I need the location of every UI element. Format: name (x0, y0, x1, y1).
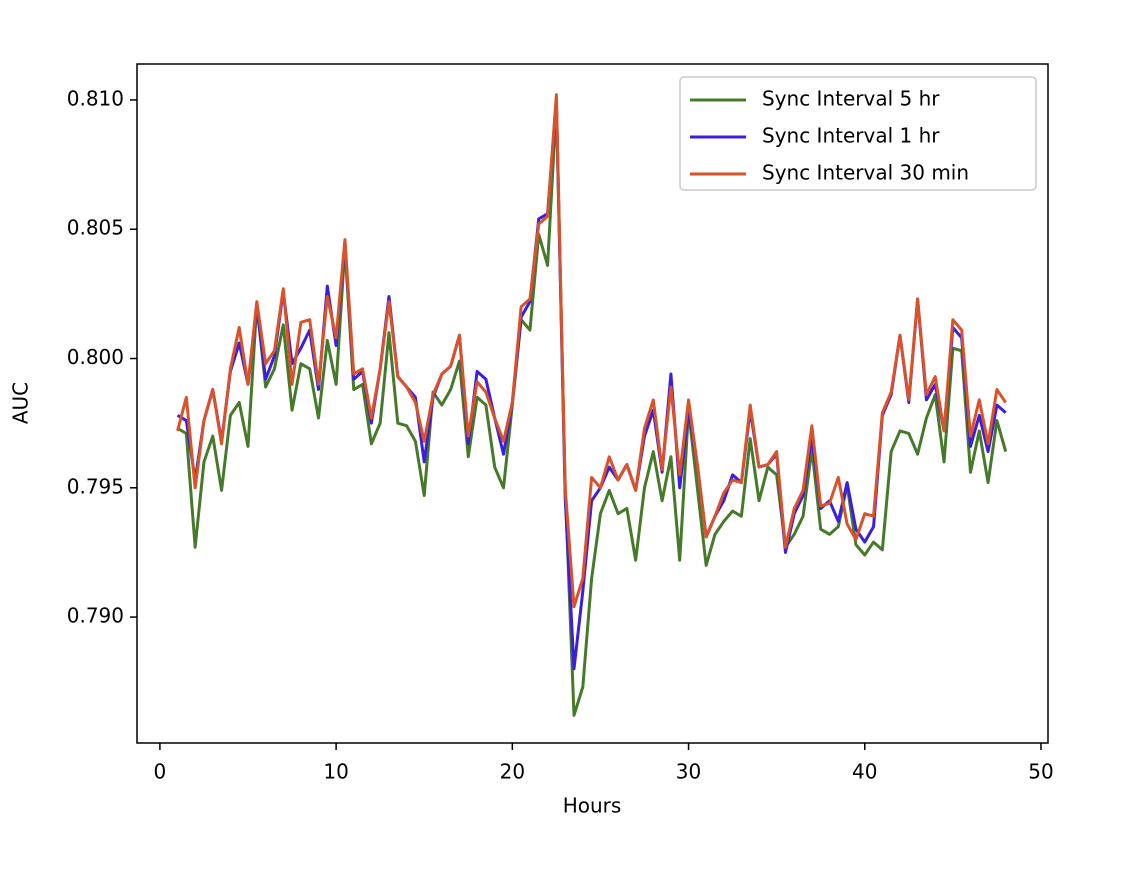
plot-frame (136, 63, 1049, 744)
series-line (176, 93, 1007, 609)
x-tick-label: 20 (500, 760, 525, 784)
x-axis-label: Hours (563, 794, 622, 818)
y-tick-label: 0.800 (67, 345, 124, 369)
legend-label: Sync Interval 5 hr (762, 87, 940, 111)
y-axis-label: AUC (9, 382, 33, 424)
x-tick-label: 40 (852, 760, 877, 784)
x-tick-label: 50 (1028, 760, 1053, 784)
legend-box (679, 76, 1037, 191)
legend-label: Sync Interval 1 hr (762, 124, 940, 148)
y-tick-label: 0.810 (67, 86, 124, 110)
series-line (176, 103, 1008, 717)
legend-label: Sync Interval 30 min (762, 161, 969, 185)
y-tick-label: 0.790 (67, 604, 124, 628)
x-tick-label: 30 (676, 760, 701, 784)
x-tick-label: 10 (323, 760, 348, 784)
x-tick-label: 0 (154, 760, 167, 784)
y-tick-label: 0.805 (67, 216, 124, 240)
y-tick-label: 0.795 (67, 474, 124, 498)
